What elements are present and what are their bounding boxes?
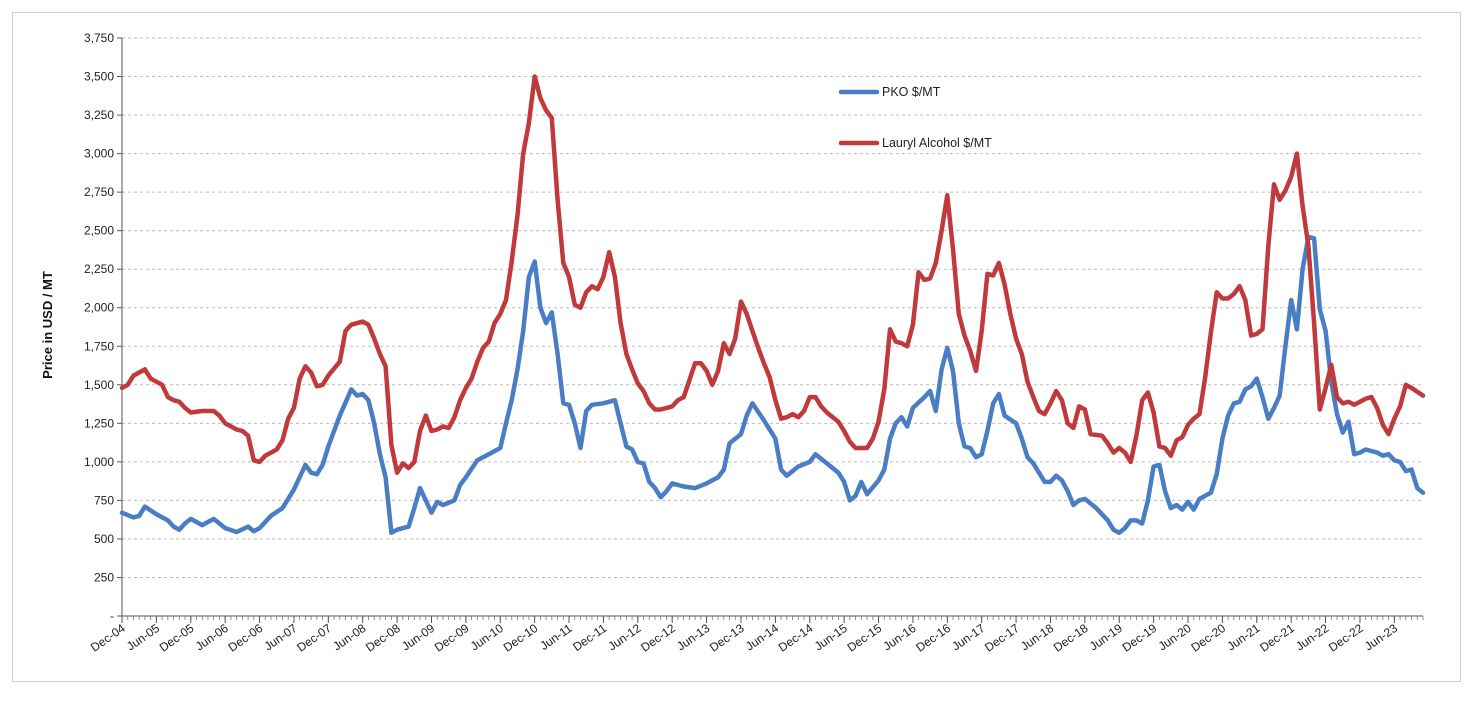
x-tick-label: Jun-21 [1224, 621, 1262, 654]
x-tick-label: Dec-05 [157, 621, 197, 655]
x-tick-label: Jun-10 [468, 621, 506, 654]
y-tick-label: 750 [94, 493, 114, 507]
y-axis: - 250 500 750 1,000 1,250 1,500 1,750 2,000 2,250… [84, 31, 123, 623]
y-tick-label: 250 [94, 570, 114, 584]
x-tick-label: Dec-04 [88, 621, 128, 655]
x-tick-label: Jun-13 [674, 621, 712, 654]
x-axis: Dec-04Jun-05Dec-05Jun-06Dec-06Jun-07Dec-… [88, 615, 1424, 655]
x-tick-label: Jun-07 [262, 621, 300, 654]
x-tick-label: Dec-12 [638, 621, 678, 655]
x-tick-label: Dec-15 [845, 621, 885, 655]
x-tick-label: Jun-17 [949, 621, 987, 654]
x-tick-label: Jun-11 [537, 621, 575, 653]
chart-frame [12, 12, 1461, 682]
y-tick-label: 2,500 [84, 224, 114, 238]
y-tick-label: 3,250 [84, 108, 114, 122]
x-tick-label: Jun-06 [193, 621, 231, 654]
x-tick-label: Jun-23 [1362, 621, 1400, 654]
y-tick-label: 1,000 [84, 455, 114, 469]
x-tick-label: Jun-18 [1018, 621, 1056, 654]
y-tick-label: 1,250 [84, 416, 114, 430]
y-tick-label: 1,750 [84, 339, 114, 353]
x-tick-label: Dec-14 [776, 621, 816, 655]
x-tick-label: Dec-13 [707, 621, 747, 655]
gridlines [122, 37, 1423, 578]
x-tick-label: Jun-05 [124, 621, 162, 654]
x-tick-label: Dec-09 [432, 621, 472, 655]
y-tick-label: 1,500 [84, 378, 114, 392]
y-axis-label: Price in USD / MT [40, 271, 55, 379]
y-tick-label: 2,750 [84, 185, 114, 199]
x-tick-label: Jun-12 [605, 621, 643, 654]
x-tick-label: Dec-10 [501, 621, 541, 655]
x-tick-label: Dec-07 [294, 621, 334, 655]
x-tick-label: Dec-19 [1120, 621, 1160, 655]
x-tick-label: Dec-16 [913, 621, 953, 655]
x-tick-label: Dec-22 [1326, 621, 1366, 655]
x-tick-label: Jun-20 [1156, 621, 1194, 654]
x-tick-label: Jun-14 [743, 621, 781, 654]
y-tick-label: 3,750 [84, 31, 114, 45]
x-tick-label: Dec-08 [363, 621, 403, 655]
y-tick-label: - [110, 609, 114, 623]
y-tick-label: 2,000 [84, 301, 114, 315]
x-tick-label: Dec-18 [1051, 621, 1091, 655]
y-tick-label: 500 [94, 532, 114, 546]
x-tick-label: Jun-19 [1087, 621, 1125, 654]
y-tick-label: 2,250 [84, 262, 114, 276]
x-tick-label: Jun-09 [399, 621, 437, 654]
x-tick-label: Dec-20 [1188, 621, 1228, 655]
series-lines [119, 74, 1426, 536]
y-tick-label: 3,000 [84, 147, 114, 161]
x-tick-label: Dec-06 [226, 621, 266, 655]
series-line-pko [119, 234, 1426, 536]
legend-label-lauryl: Lauryl Alcohol $/MT [882, 136, 992, 150]
x-tick-label: Jun-22 [1293, 621, 1331, 654]
x-tick-label: Dec-21 [1257, 621, 1297, 655]
x-tick-label: Dec-11 [570, 621, 609, 654]
legend: PKO $/MT Lauryl Alcohol $/MT [838, 85, 992, 150]
x-tick-label: Jun-16 [881, 621, 919, 654]
legend-label-pko: PKO $/MT [882, 85, 941, 99]
series-line-lauryl [119, 74, 1426, 475]
x-tick-label: Jun-15 [812, 621, 850, 654]
x-tick-label: Dec-17 [982, 621, 1022, 655]
x-tick-label: Jun-08 [330, 621, 368, 654]
y-tick-label: 3,500 [84, 70, 114, 84]
